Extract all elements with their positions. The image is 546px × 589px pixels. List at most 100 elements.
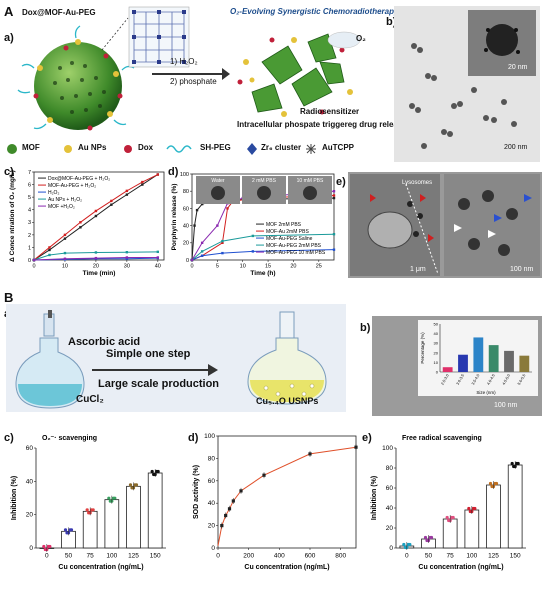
x-tick-label: 0	[405, 553, 409, 560]
y-tick-label: 1	[28, 245, 31, 251]
data-point	[332, 190, 336, 193]
x-tick-label: 50	[65, 553, 73, 560]
replicate-dot	[450, 515, 454, 520]
therapy-title: O₂-Evolving Synergistic Chemoradiotherap…	[230, 7, 399, 16]
x-tick-label: 800	[335, 553, 346, 560]
synthesis-scheme: Ascorbic acid CuCl₂ Simple one step Larg…	[6, 304, 346, 412]
data-point	[94, 251, 98, 254]
data-point	[221, 251, 224, 255]
inset-particle	[257, 186, 271, 200]
data-point	[226, 207, 229, 210]
x-tick-label: 5.0-5.5	[517, 374, 526, 386]
replicate-dot	[90, 508, 94, 512]
y-tick-label: 40	[183, 224, 189, 230]
replicate-dot	[65, 531, 69, 535]
replicate-dot	[87, 511, 91, 515]
y-tick-label: 20	[26, 512, 34, 519]
data-point	[156, 256, 160, 259]
data-point	[227, 507, 232, 511]
legend-label: H₂O₂	[48, 190, 59, 196]
x-tick-label: 200	[243, 553, 254, 560]
replicate-dot	[447, 518, 451, 523]
o2-label: O₂	[356, 34, 366, 43]
data-point	[354, 445, 358, 449]
x-tick-label: 0	[45, 553, 49, 560]
legend-label: MOF-Au 2mM PBS	[266, 229, 309, 235]
x-tick-label: 10	[240, 264, 246, 270]
y-axis-label: Inhibition (%)	[371, 476, 378, 520]
x-tick-label: 20	[290, 264, 296, 270]
y-tick-label: 0	[389, 545, 393, 552]
replicate-dot	[46, 544, 50, 549]
x-tick-label: 15	[265, 264, 271, 270]
replicate-dot	[63, 528, 68, 532]
data-point	[110, 199, 113, 203]
data-point	[94, 256, 98, 260]
data-point	[262, 473, 266, 477]
y-tick-label: 60	[208, 478, 216, 485]
y-tick-label: 60	[26, 445, 34, 452]
bar	[488, 345, 499, 372]
synthesis-arrow	[92, 364, 218, 376]
x-tick-label: 0	[190, 264, 193, 270]
data-point	[63, 251, 67, 255]
tem-inset-a-b: 20 nm	[468, 10, 536, 76]
bar	[464, 509, 480, 549]
chart-b-c: 0 20 40 60 0 50 75 100 125 150 Cu concentration (n…	[11, 435, 166, 571]
y-tick-label: 100	[204, 433, 215, 440]
x-tick-label: 75	[447, 553, 455, 560]
data-point	[110, 203, 113, 206]
x-tick-label: 125	[128, 553, 139, 560]
scale-bar-a-b-inset: 20 nm	[508, 64, 528, 71]
data-point	[251, 250, 255, 253]
data-point	[224, 513, 228, 518]
y-tick-label: 7	[28, 170, 31, 176]
y-tick-label: 50	[434, 322, 439, 327]
data-point	[141, 183, 144, 186]
y-tick-label: 60	[183, 206, 189, 212]
panel-b-sub-d: d)	[188, 432, 199, 444]
replicate-dot	[133, 483, 137, 487]
radiosensitizer-label: Radiosensitizer	[300, 107, 360, 116]
data-point	[63, 233, 67, 237]
bar	[519, 355, 530, 372]
autcpp-icon	[306, 144, 316, 154]
y-axis-label: Δ Conce ntration of O₂ (mg/L)	[9, 170, 16, 262]
x-tick-label: 25	[316, 264, 322, 270]
x-tick-label: 3.5-4.0	[471, 374, 480, 386]
y-tick-label: 30	[434, 341, 439, 346]
replicate-dot	[128, 483, 133, 487]
tem-particles	[409, 43, 517, 149]
y-axis-label: Inhibition (%)	[11, 476, 18, 520]
panel-a-legend: MOF Au NPs Dox SH-PEG Zr₆ cluster AuTCPP	[6, 142, 371, 156]
flask-usnps	[247, 311, 327, 405]
chart-b-e: 0 20 40 60 80 100 0 50 75 100 125 150 Cu concentrati…	[371, 435, 526, 571]
release-label: Intracellular phospate triggereg drug re…	[237, 120, 407, 129]
panel-a-sub-a: a)	[4, 32, 14, 44]
plot-frame	[33, 171, 165, 261]
ascorbic-label: Ascorbic acid	[68, 336, 141, 348]
inset-label: 10 mM PBS	[297, 178, 324, 184]
replicate-dot	[402, 542, 406, 547]
y-tick-label: 0	[211, 545, 215, 552]
scale-bar-a-b: 200 nm	[504, 144, 528, 151]
legend-zr-cluster: Zr₆ cluster	[261, 143, 302, 152]
legend-label: MOF-Au-PEG 10 mM PBS	[266, 250, 326, 256]
data-point	[220, 524, 224, 528]
data-point	[200, 254, 204, 257]
legend-label: MOF 2mM PBS	[266, 222, 302, 228]
replicate-dot	[490, 484, 494, 489]
data-point	[48, 253, 51, 257]
au-np-icon	[64, 145, 72, 153]
usnps-label: Cu₅.₄O USNPs	[256, 396, 319, 406]
legend-label: MOF +H₂O₂	[48, 204, 75, 210]
y-tick-label: 2	[28, 233, 31, 239]
y-axis-label: SOD activity (%)	[193, 465, 200, 519]
y-tick-label: 100	[180, 172, 189, 178]
data-point	[251, 234, 255, 238]
mof-lattice-illustration	[128, 6, 190, 68]
y-tick-label: 10	[434, 360, 439, 365]
panel-a-sub-b: b)	[386, 16, 397, 28]
legend-label: Au NPs + H₂O₂	[48, 197, 82, 203]
data-point	[125, 256, 129, 259]
